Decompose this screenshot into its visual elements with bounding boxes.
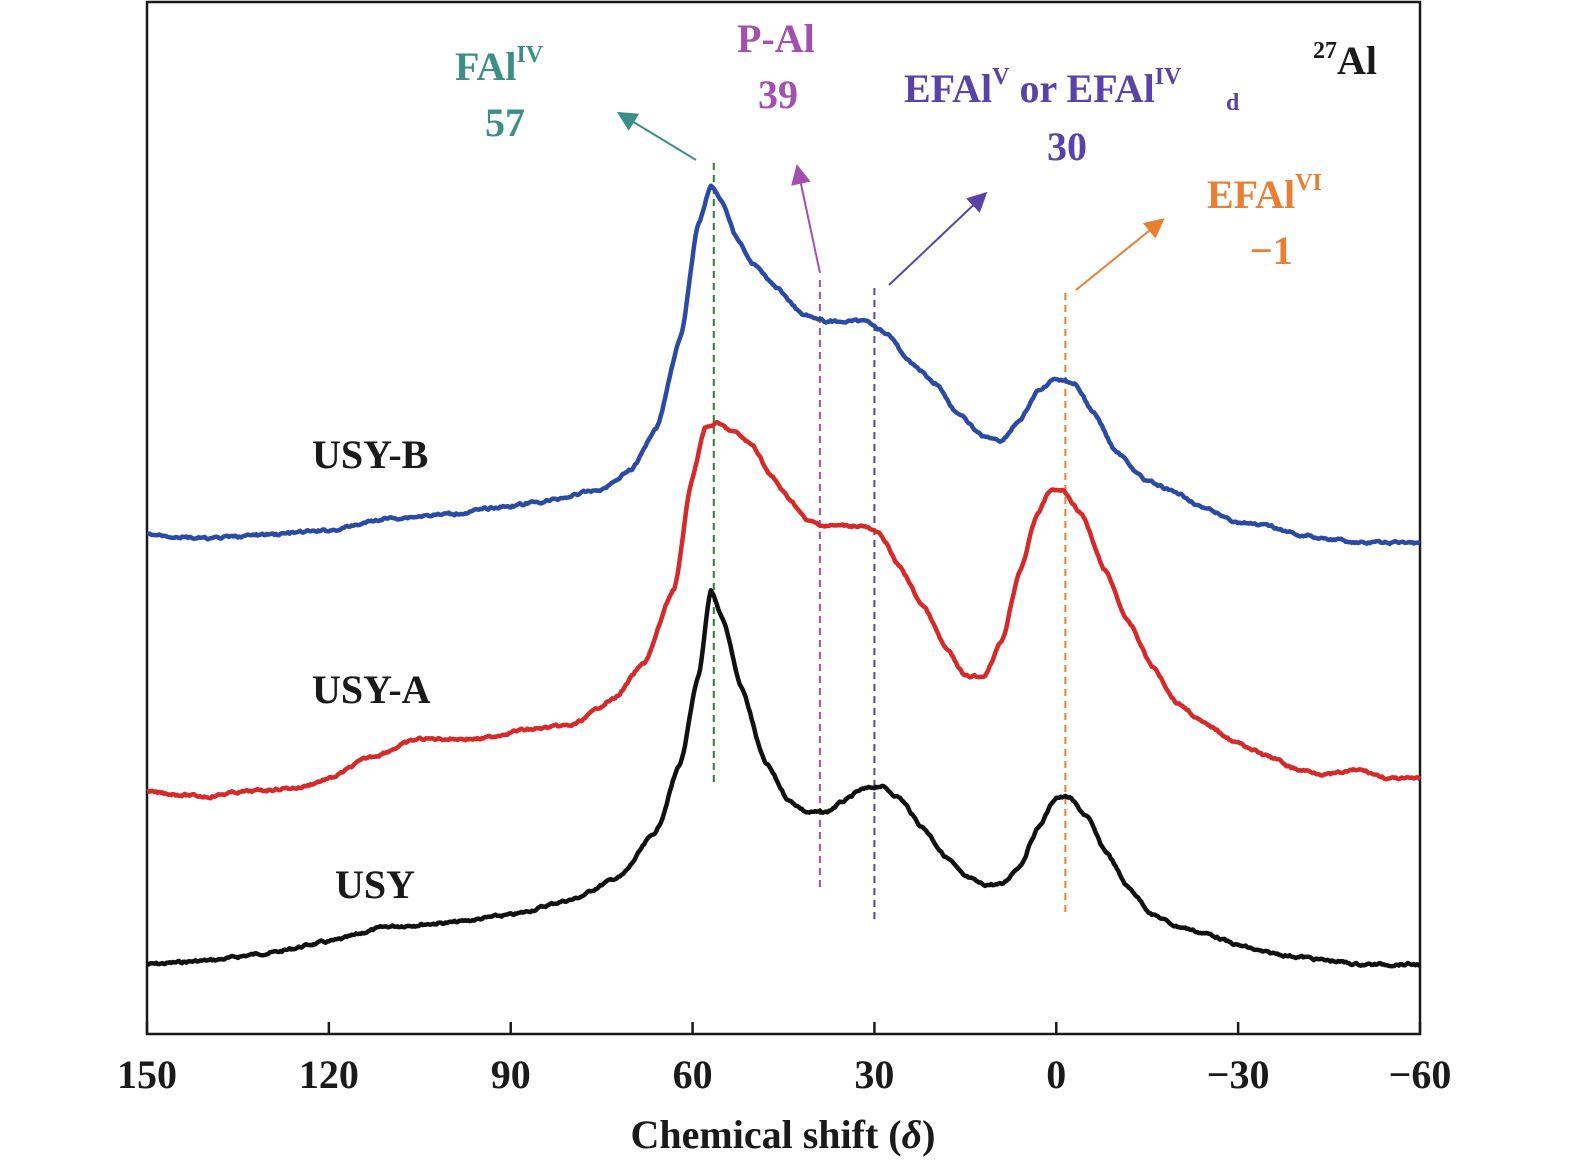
x-tick-label: 30 [854,1052,894,1097]
x-tick-label: −30 [1207,1052,1270,1097]
x-tick-label: 120 [299,1052,359,1097]
series-line-usy-a [146,419,1422,801]
annotation-efal-vi: EFAlVI [1207,170,1322,217]
annotation-fal-iv-sup: IV [516,42,543,68]
reference-lines [712,163,1067,920]
annotation-fal-iv-value: 57 [485,100,525,145]
annotation-efal-vi-sup: VI [1295,170,1322,196]
annotation-efal-value: 30 [1047,124,1087,169]
nucleus-label: 27Al [1313,38,1377,83]
annotation-efal-v-base: EFAl [904,66,992,111]
series-label-usy: USY [335,862,415,907]
plot-frame [145,0,1422,1036]
annotation-p-al: P-Al [737,16,815,61]
arrow-efal-v [888,191,988,286]
annotation-p-al-value: 39 [758,72,798,117]
annotation-efal-ivd-sub: d [1226,90,1240,116]
nucleus-mass-number: 27 [1313,38,1337,64]
series-layer [146,183,1422,969]
series-label-usy-b: USY-B [312,432,428,477]
series-line-usy-b [146,183,1421,547]
x-tick-label: 60 [673,1052,713,1097]
arrow-fal-iv [616,111,697,161]
x-axis-ticks: 150 120 90 60 30 0 −30 −60 [117,1022,1451,1097]
nucleus-symbol: Al [1337,38,1377,83]
annotation-fal-iv-base: FAl [455,44,516,89]
series-line-usy [146,588,1422,969]
x-tick-label: 150 [117,1052,177,1097]
annotation-efal-or: or EFAl [1010,66,1155,111]
x-axis-title: Chemical shift (δ) [631,1112,936,1157]
annotation-efal-vi-value: −1 [1250,228,1293,273]
arrow-efal-vi [1075,218,1165,291]
annotation-fal-iv: FAlIV [455,42,544,89]
annotation-efal-v-sup: V [992,64,1010,90]
x-tick-label: −60 [1389,1052,1452,1097]
annotation-efal-vi-base: EFAl [1207,172,1295,217]
annotation-efal-v: EFAlV or EFAlIV [904,64,1182,111]
x-tick-label: 90 [491,1052,531,1097]
x-tick-label: 0 [1046,1052,1066,1097]
annotation-efal-ivd-sup: IV [1155,64,1182,90]
arrow-p-al [791,164,821,274]
series-label-usy-a: USY-A [312,667,431,712]
